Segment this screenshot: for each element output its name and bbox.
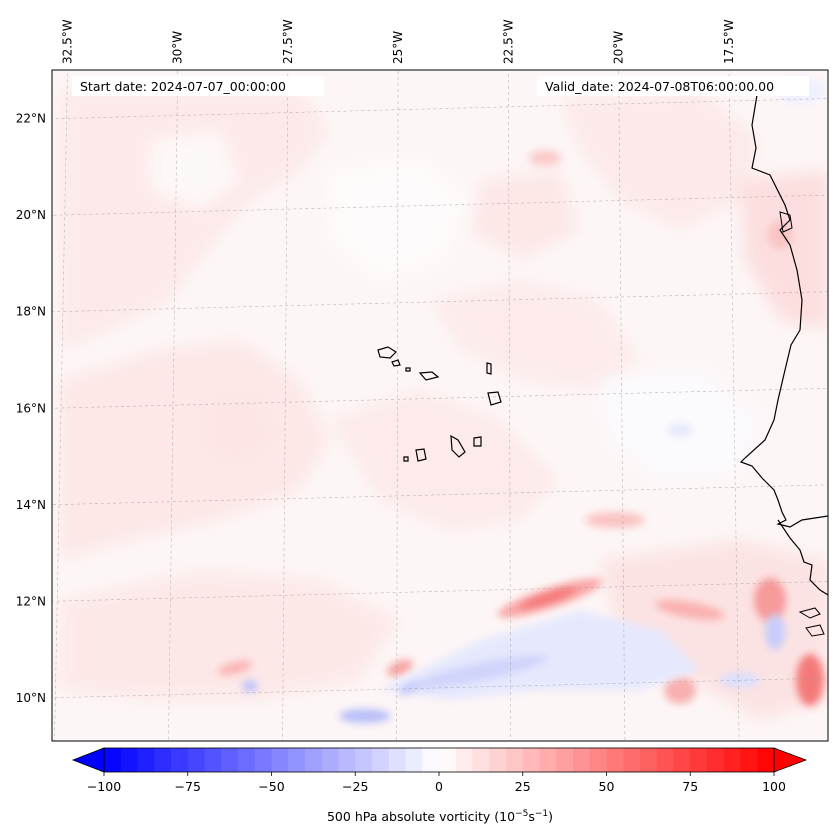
colorbar-cells [104,748,775,772]
colorbar-extend-min [71,747,105,773]
colorbar-cell [439,748,457,772]
colorbar-cell [305,748,323,772]
colorbar-cell [573,748,591,772]
colorbar-cell [271,748,289,772]
parallel-line [52,98,828,120]
longitude-labels: 32.5°W 30°W 27.5°W 25°W 22.5°W 20°W 17.5°W [60,19,736,64]
meridian-line [54,70,68,741]
meridian-line [282,70,289,741]
latitude-label: 10°N [16,691,46,705]
colorbar-tick-label: −50 [258,779,284,794]
colorbar-cell [539,748,557,772]
colorbar-cell [154,748,172,772]
latitude-label: 12°N [16,594,46,608]
graticule [52,70,828,741]
longitude-label: 22.5°W [501,19,515,64]
colorbar: −100 −75 −50 −25 0 25 50 75 100 500 hPa absolute… [71,747,808,824]
colorbar-cell [740,748,758,772]
latitude-label: 16°N [16,401,46,415]
colorbar-cell [221,748,239,772]
colorbar-label: 500 hPa absolute vorticity (10−5s−1) [327,809,553,824]
colorbar-cell [372,748,390,772]
meridian-line [508,70,512,741]
colorbar-cell [506,748,524,772]
colorbar-cell [388,748,406,772]
colorbar-cell [254,748,272,772]
colorbar-tick-label: −75 [175,779,201,794]
colorbar-cell [288,748,306,772]
parallel-line [52,387,828,409]
valid-date-label: Valid_date: 2024-07-08T06:00:00.00 [545,79,774,94]
coastline [377,94,828,637]
colorbar-cell [171,748,189,772]
colorbar-cell [556,748,574,772]
parallel-line [52,194,828,216]
longitude-label: 27.5°W [281,19,295,64]
latitude-label: 20°N [16,208,46,222]
start-date-label: Start date: 2024-07-07_00:00:00 [80,79,286,94]
colorbar-cell [422,748,440,772]
colorbar-cell [690,748,708,772]
colorbar-cell [204,748,222,772]
colorbar-cell [522,748,540,772]
colorbar-tick-label: 75 [682,779,698,794]
colorbar-ticks: −100 −75 −50 −25 0 25 50 75 100 [87,772,786,794]
colorbar-cell [405,748,423,772]
colorbar-cell [321,748,339,772]
longitude-label: 17.5°W [722,19,736,64]
colorbar-cell [623,748,641,772]
valid-date-box: Valid_date: 2024-07-08T06:00:00.00 [537,76,809,96]
colorbar-cell [589,748,607,772]
start-date-box: Start date: 2024-07-07_00:00:00 [72,76,324,96]
meridian-line [396,70,399,741]
colorbar-cell [120,748,138,772]
longitude-label: 25°W [391,31,405,64]
colorbar-cell [472,748,490,772]
colorbar-cell [606,748,624,772]
colorbar-cell [723,748,741,772]
latitude-label: 22°N [16,112,46,126]
latitude-label: 14°N [16,498,46,512]
colorbar-tick-label: 0 [435,779,443,794]
meridian-line [728,70,740,741]
colorbar-cell [757,748,775,772]
latitude-labels: 22°N 20°N 18°N 16°N 14°N 12°N 10°N [16,112,46,705]
colorbar-cell [238,748,256,772]
colorbar-cell [640,748,658,772]
latitude-label: 18°N [16,305,46,319]
colorbar-tick-label: −25 [342,779,368,794]
parallel-line [52,484,828,506]
colorbar-cell [455,748,473,772]
colorbar-cell [187,748,205,772]
colorbar-cell [656,748,674,772]
colorbar-cell [673,748,691,772]
meridian-line [168,70,178,741]
colorbar-cell [355,748,373,772]
colorbar-cell [489,748,507,772]
map-frame [51,69,829,742]
meridian-line [618,70,626,741]
colorbar-tick-label: 25 [515,779,531,794]
longitude-label: 30°W [171,31,185,64]
longitude-label: 32.5°W [60,19,74,64]
longitude-label: 20°W [612,31,626,64]
colorbar-tick-label: 100 [762,779,786,794]
colorbar-tick-label: 50 [599,779,615,794]
colorbar-tick-label: −100 [87,779,121,794]
colorbar-cell [137,748,155,772]
colorbar-cell [104,748,122,772]
colorbar-cell [707,748,725,772]
colorbar-extend-max [773,747,808,773]
colorbar-cell [338,748,356,772]
parallel-line [52,581,828,602]
parallel-line [52,677,828,699]
vorticity-field [60,76,828,723]
